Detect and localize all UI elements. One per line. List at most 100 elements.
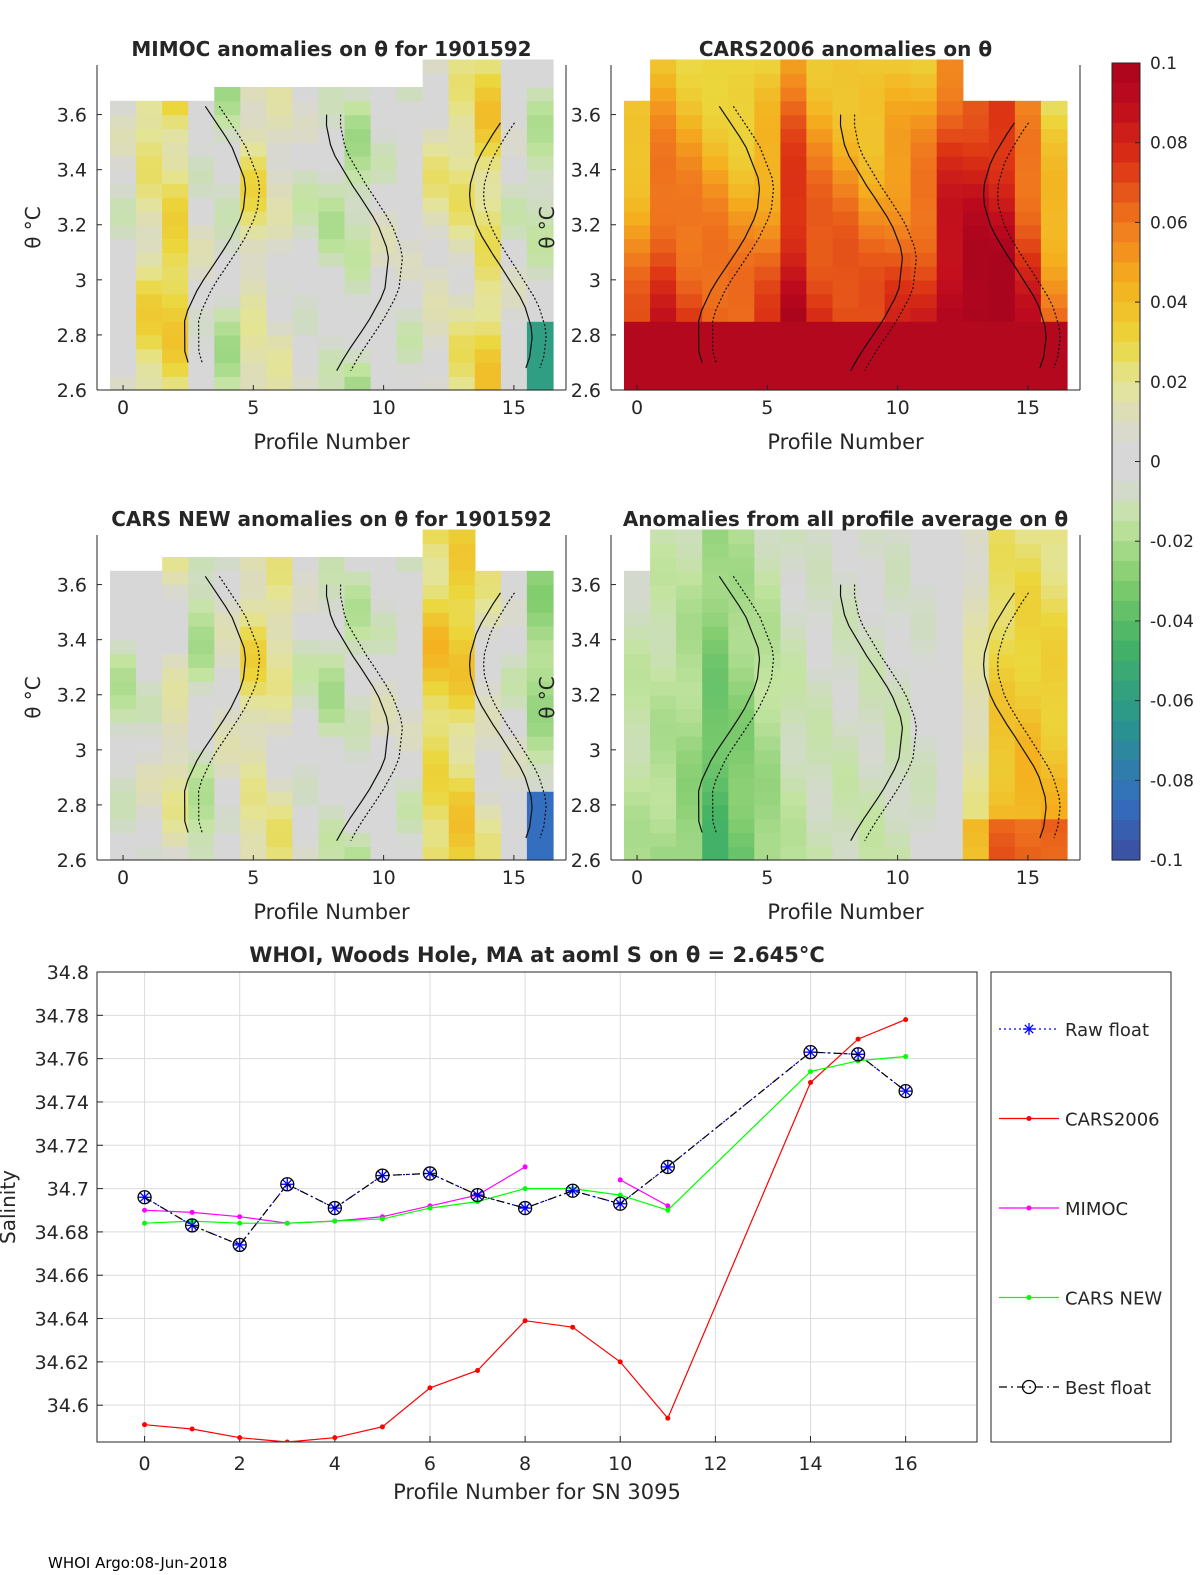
heatmap-cell — [396, 681, 424, 696]
heatmap-cell — [162, 211, 189, 226]
heatmap-cell — [1040, 584, 1068, 599]
heatmap-cell — [624, 197, 651, 212]
heatmap-cell — [936, 791, 964, 806]
y-tick-label: 34.72 — [35, 1135, 89, 1157]
heatmap-cell — [474, 362, 502, 377]
heatmap-cell — [422, 183, 450, 198]
heatmap-cell — [318, 321, 346, 336]
heatmap-cell — [858, 694, 886, 710]
heatmap-cell — [422, 266, 450, 281]
heatmap-cell — [780, 722, 808, 737]
heatmap-cell — [422, 598, 450, 613]
heatmap-cell — [1014, 584, 1042, 599]
colorbar-segment — [1112, 381, 1140, 403]
heatmap-cell — [240, 694, 267, 710]
heatmap-cell — [962, 155, 990, 171]
heatmap-cell — [884, 557, 912, 572]
heatmap-cell — [728, 681, 755, 696]
heatmap-cell — [858, 197, 886, 212]
heatmap-cell — [422, 376, 450, 391]
marker-circle — [565, 1183, 580, 1198]
heatmap-cell — [910, 169, 938, 185]
heatmap-cell — [676, 169, 703, 185]
heatmap-cell — [962, 334, 990, 350]
heatmap-cell — [188, 598, 215, 613]
heatmap-cell — [988, 128, 1016, 143]
heatmap-cell — [136, 598, 163, 613]
heatmap-cell — [962, 376, 990, 391]
heatmap-cell — [806, 749, 834, 765]
heatmap-cell — [754, 142, 781, 157]
heatmap-cell — [422, 612, 450, 627]
heatmap-cell — [214, 832, 241, 847]
x-tick-label: 4 — [329, 1453, 341, 1475]
y-tick-label: 2.6 — [571, 380, 601, 402]
heatmap-cell — [1040, 777, 1068, 792]
heatmap-cell — [240, 804, 267, 820]
heatmap-cell — [936, 639, 964, 655]
heatmap-cell — [728, 293, 755, 308]
heatmap-cell — [910, 667, 938, 682]
heatmap-cell — [500, 197, 528, 212]
heatmap-cell — [858, 307, 886, 322]
heatmap-cell — [214, 570, 241, 586]
heatmap-cell — [136, 681, 163, 696]
heatmap-cell — [110, 681, 137, 696]
heatmap-cell — [422, 681, 450, 696]
heatmap-cell — [884, 777, 912, 792]
heatmap-cell — [728, 348, 755, 364]
heatmap-cell — [136, 694, 163, 710]
heatmap-cell — [1040, 293, 1068, 308]
heatmap-cell — [806, 279, 834, 295]
heatmap-cell — [292, 625, 320, 641]
heatmap-cell — [240, 293, 267, 308]
heatmap-cell — [1040, 376, 1068, 391]
heatmap-cell — [988, 612, 1016, 627]
heatmap-cell — [292, 238, 320, 253]
heatmap-cell — [370, 293, 398, 308]
heatmap-cell — [702, 87, 729, 102]
heatmap-cell — [1014, 708, 1042, 723]
heatmap-cell — [448, 266, 476, 281]
heatmap-cell — [650, 749, 677, 765]
heatmap-cell — [370, 100, 398, 116]
heatmap-cell — [702, 667, 729, 682]
heatmap-cell — [110, 307, 137, 322]
heatmap-cell — [806, 708, 834, 723]
contour-line-dotted — [711, 575, 775, 833]
heatmap-cell — [988, 557, 1016, 572]
heatmap-cell — [702, 722, 729, 737]
marker-dot — [522, 1186, 528, 1192]
heatmap-cell — [910, 100, 938, 116]
heatmap-cell — [728, 763, 755, 778]
heatmap-cell — [702, 307, 729, 322]
heatmap-cell — [188, 736, 215, 751]
heatmap-cell — [650, 266, 677, 281]
marker-circle — [613, 1196, 628, 1211]
heatmap-cell — [858, 529, 886, 544]
heatmap-cell — [936, 87, 964, 102]
heatmap-cell — [474, 142, 502, 157]
heatmap-cell — [1014, 846, 1042, 861]
heatmap-cell — [136, 293, 163, 308]
heatmap-cell — [962, 639, 990, 655]
heatmap-cell — [624, 155, 651, 171]
heatmap-cell — [448, 73, 476, 88]
heatmap-cell — [702, 155, 729, 171]
heatmap-cell — [500, 818, 528, 834]
heatmap-cell — [884, 334, 912, 350]
heatmap-cell — [188, 266, 215, 281]
y-tick-label: 34.74 — [35, 1092, 89, 1114]
heatmap-cell — [676, 266, 703, 281]
colorbar-segment — [1112, 262, 1140, 283]
heatmap-cell — [988, 142, 1016, 157]
heatmap-cell — [1040, 708, 1068, 723]
heatmap-cell — [266, 238, 294, 253]
heatmap-cell — [318, 653, 346, 668]
heatmap-cell — [344, 570, 372, 586]
heatmap-cell — [266, 832, 294, 847]
heatmap-cell — [396, 653, 424, 668]
heatmap-cell — [240, 736, 267, 751]
heatmap-cell — [370, 777, 398, 792]
heatmap-cell — [884, 142, 912, 157]
